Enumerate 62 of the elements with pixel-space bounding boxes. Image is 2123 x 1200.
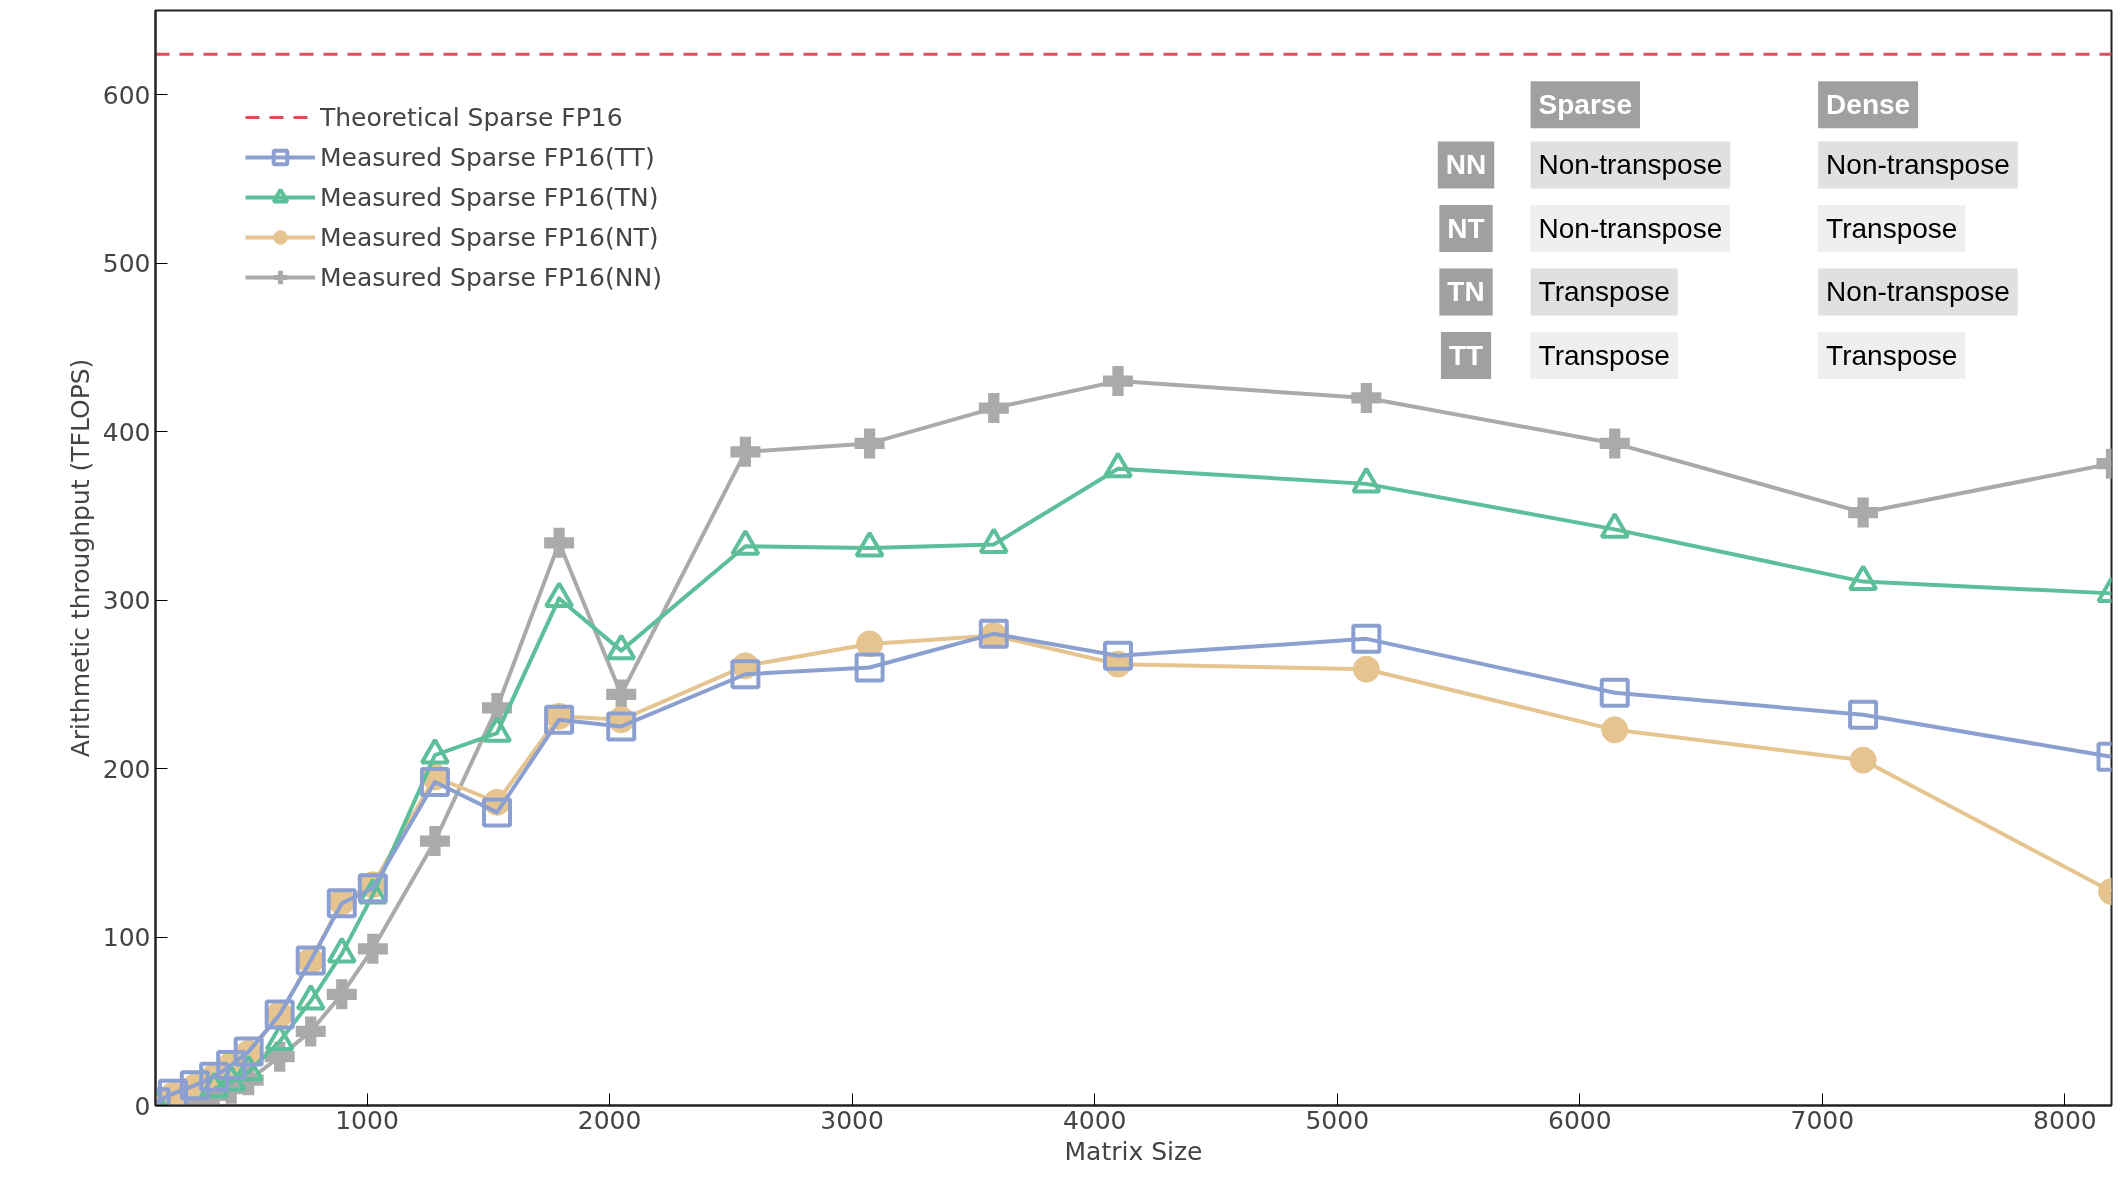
y-tick-label: 400 (102, 417, 151, 447)
annotation: Transpose (1538, 276, 1670, 308)
x-tick-label: 2000 (577, 1105, 642, 1135)
annotation: TN (1447, 276, 1485, 308)
annotation: NN (1445, 149, 1487, 181)
point (419, 767, 450, 798)
legend-label: Measured Sparse FP16(NN) (320, 261, 662, 294)
point (730, 436, 761, 467)
annotation: Dense (1826, 89, 1911, 121)
annotation: Non-transpose (1538, 149, 1723, 181)
point (1599, 428, 1630, 459)
y-tick-label: 100 (102, 923, 151, 953)
legend-label: Measured Sparse FP16(NT) (320, 221, 659, 254)
x-tick-label: 1000 (335, 1105, 399, 1135)
x-tick-label: 8000 (2033, 1105, 2097, 1135)
legend-label: Theoretical Sparse FP16 (320, 101, 623, 134)
annotation: Transpose (1826, 212, 1958, 244)
point (854, 428, 885, 459)
annotation: Transpose (1538, 339, 1670, 371)
point (1351, 382, 1382, 413)
annotation: Non-transpose (1826, 149, 2010, 181)
point (854, 652, 885, 683)
point (1352, 655, 1380, 683)
point (1102, 366, 1133, 397)
y-tick-label: 600 (102, 80, 151, 110)
point (326, 979, 357, 1010)
point (606, 679, 637, 710)
y-tick-label: 500 (102, 249, 151, 279)
x-tick-label: 7000 (1790, 1105, 1855, 1135)
point (1351, 623, 1382, 654)
point (1848, 699, 1879, 730)
point (1849, 746, 1877, 774)
x-axis-title: Matrix Size (1064, 1136, 1203, 1166)
point (1102, 640, 1133, 671)
annotation: NT (1447, 212, 1485, 244)
legend-label: Measured Sparse FP16(TT) (320, 141, 655, 174)
x-tick-label: 4000 (1062, 1105, 1127, 1135)
annotation: Non-transpose (1538, 212, 1723, 244)
point (482, 797, 513, 828)
point (357, 933, 388, 964)
point (295, 1016, 326, 1047)
point (1848, 497, 1879, 528)
annotation: Non-transpose (1826, 276, 2010, 308)
point (606, 711, 637, 742)
point (978, 393, 1009, 424)
point (856, 630, 884, 658)
point (730, 659, 761, 690)
annotation: TT (1448, 339, 1484, 371)
legend-label: Measured Sparse FP16(TN) (320, 181, 659, 214)
y-tick-label: 0 (134, 1091, 151, 1121)
x-tick-label: 3000 (820, 1105, 884, 1135)
point (1601, 716, 1629, 744)
y-axis-title: Arithmetic throughput (TFLOPS) (65, 358, 95, 758)
x-tick-label: 5000 (1305, 1105, 1370, 1135)
y-tick-label: 200 (102, 754, 151, 784)
annotation: Sparse (1538, 89, 1632, 121)
point (544, 527, 575, 558)
annotation: Transpose (1826, 339, 1958, 371)
point (419, 826, 450, 857)
point (1599, 677, 1630, 708)
y-tick-label: 300 (102, 586, 151, 616)
x-tick-label: 6000 (1548, 1105, 1612, 1135)
